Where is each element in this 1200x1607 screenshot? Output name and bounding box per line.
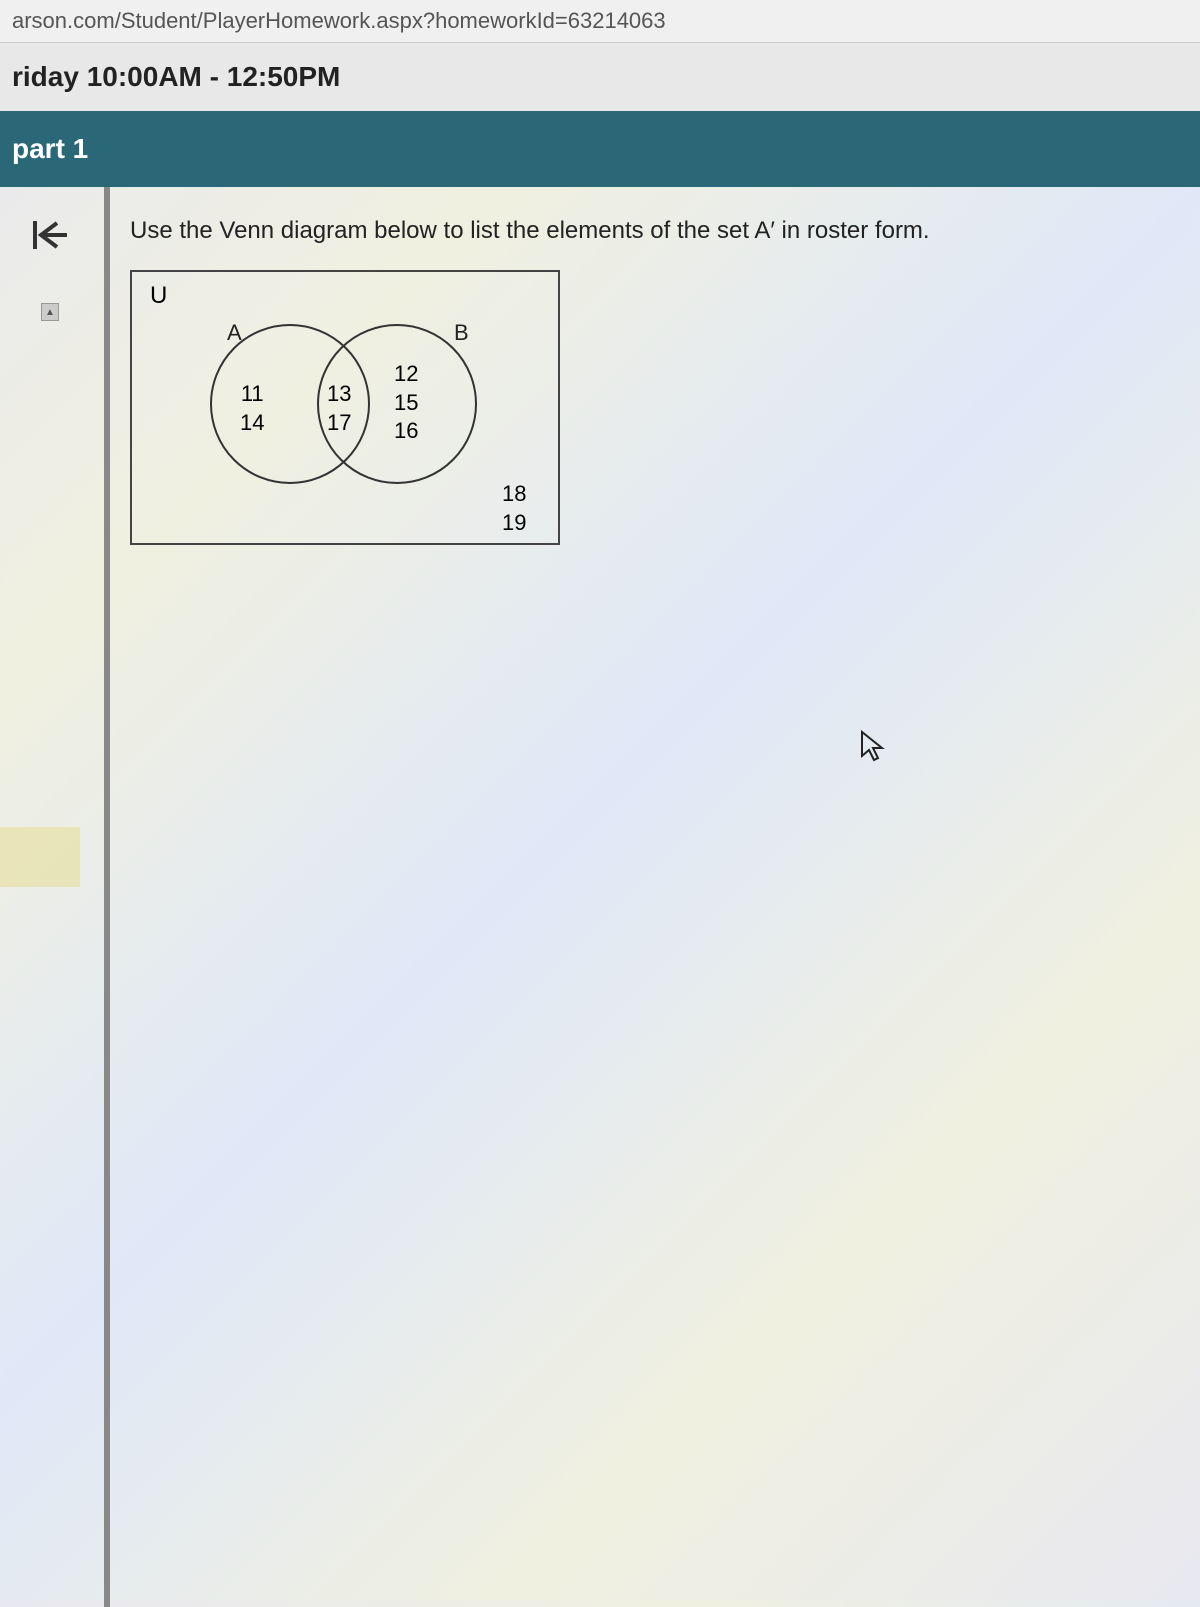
a-only-value: 14: [240, 409, 264, 438]
intersection-value: 13: [327, 380, 351, 409]
outside-value: 19: [502, 509, 526, 538]
back-arrow-icon: [31, 217, 69, 253]
part-header: part 1: [0, 111, 1200, 187]
a-only-value: 11: [240, 380, 264, 409]
universal-set-label: U: [150, 282, 167, 310]
intersection-values: 13 17: [327, 380, 351, 437]
b-only-values: 12 15 16: [394, 360, 418, 446]
outside-values: 18 19: [502, 480, 526, 537]
set-a-label: A: [227, 320, 242, 346]
url-bar[interactable]: arson.com/Student/PlayerHomework.aspx?ho…: [0, 0, 1200, 43]
assignment-title: riday 10:00AM - 12:50PM: [0, 43, 1200, 111]
content-wrap: ▲ Use the Venn diagram below to list the…: [0, 187, 1200, 1607]
chevron-up-icon: ▲: [45, 307, 55, 318]
left-rail: ▲: [0, 187, 100, 1607]
sidebar-highlight: [0, 827, 80, 887]
intersection-value: 17: [327, 409, 351, 438]
main-content: Use the Venn diagram below to list the e…: [110, 187, 1200, 1607]
back-button[interactable]: [31, 217, 69, 253]
cursor-icon: [860, 730, 888, 770]
b-only-value: 16: [394, 417, 418, 446]
prompt-set-name: A′: [754, 217, 775, 244]
b-only-value: 15: [394, 389, 418, 418]
question-prompt: Use the Venn diagram below to list the e…: [130, 217, 1180, 245]
a-only-values: 11 14: [240, 380, 264, 437]
prompt-text-pre: Use the Venn diagram below to list the e…: [130, 217, 754, 244]
scroll-up-button[interactable]: ▲: [41, 303, 59, 321]
prompt-text-post: in roster form.: [775, 217, 930, 244]
venn-diagram: U A B 11 14 13 17 12 15 16 18 19: [130, 270, 560, 545]
outside-value: 18: [502, 480, 526, 509]
b-only-value: 12: [394, 360, 418, 389]
set-b-label: B: [454, 320, 469, 346]
